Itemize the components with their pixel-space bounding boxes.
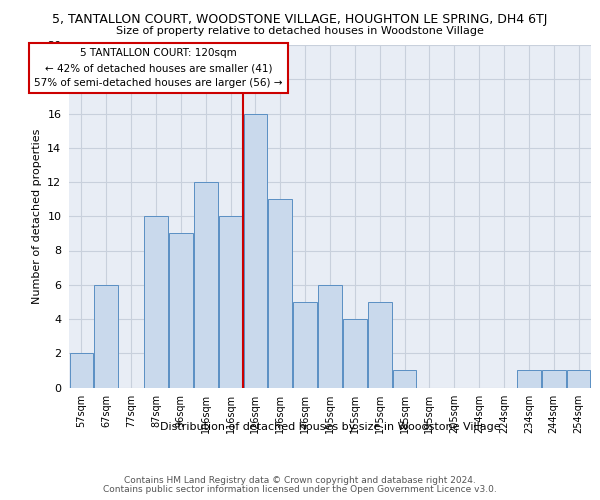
Bar bbox=[368, 302, 392, 388]
Bar bbox=[567, 370, 590, 388]
Text: Contains public sector information licensed under the Open Government Licence v3: Contains public sector information licen… bbox=[103, 485, 497, 494]
Bar bbox=[70, 353, 93, 388]
Bar bbox=[244, 114, 267, 388]
Text: Contains HM Land Registry data © Crown copyright and database right 2024.: Contains HM Land Registry data © Crown c… bbox=[124, 476, 476, 485]
Bar bbox=[144, 216, 168, 388]
Text: Distribution of detached houses by size in Woodstone Village: Distribution of detached houses by size … bbox=[160, 422, 500, 432]
Bar bbox=[542, 370, 566, 388]
Bar bbox=[219, 216, 242, 388]
Bar bbox=[318, 285, 342, 388]
Bar bbox=[169, 234, 193, 388]
Bar bbox=[194, 182, 218, 388]
Bar bbox=[343, 319, 367, 388]
Text: Size of property relative to detached houses in Woodstone Village: Size of property relative to detached ho… bbox=[116, 26, 484, 36]
Y-axis label: Number of detached properties: Number of detached properties bbox=[32, 128, 41, 304]
Bar bbox=[94, 285, 118, 388]
Bar bbox=[268, 199, 292, 388]
Bar bbox=[293, 302, 317, 388]
Bar bbox=[517, 370, 541, 388]
Bar bbox=[393, 370, 416, 388]
Text: 5, TANTALLON COURT, WOODSTONE VILLAGE, HOUGHTON LE SPRING, DH4 6TJ: 5, TANTALLON COURT, WOODSTONE VILLAGE, H… bbox=[52, 12, 548, 26]
Text: 5 TANTALLON COURT: 120sqm
← 42% of detached houses are smaller (41)
57% of semi-: 5 TANTALLON COURT: 120sqm ← 42% of detac… bbox=[34, 48, 283, 88]
